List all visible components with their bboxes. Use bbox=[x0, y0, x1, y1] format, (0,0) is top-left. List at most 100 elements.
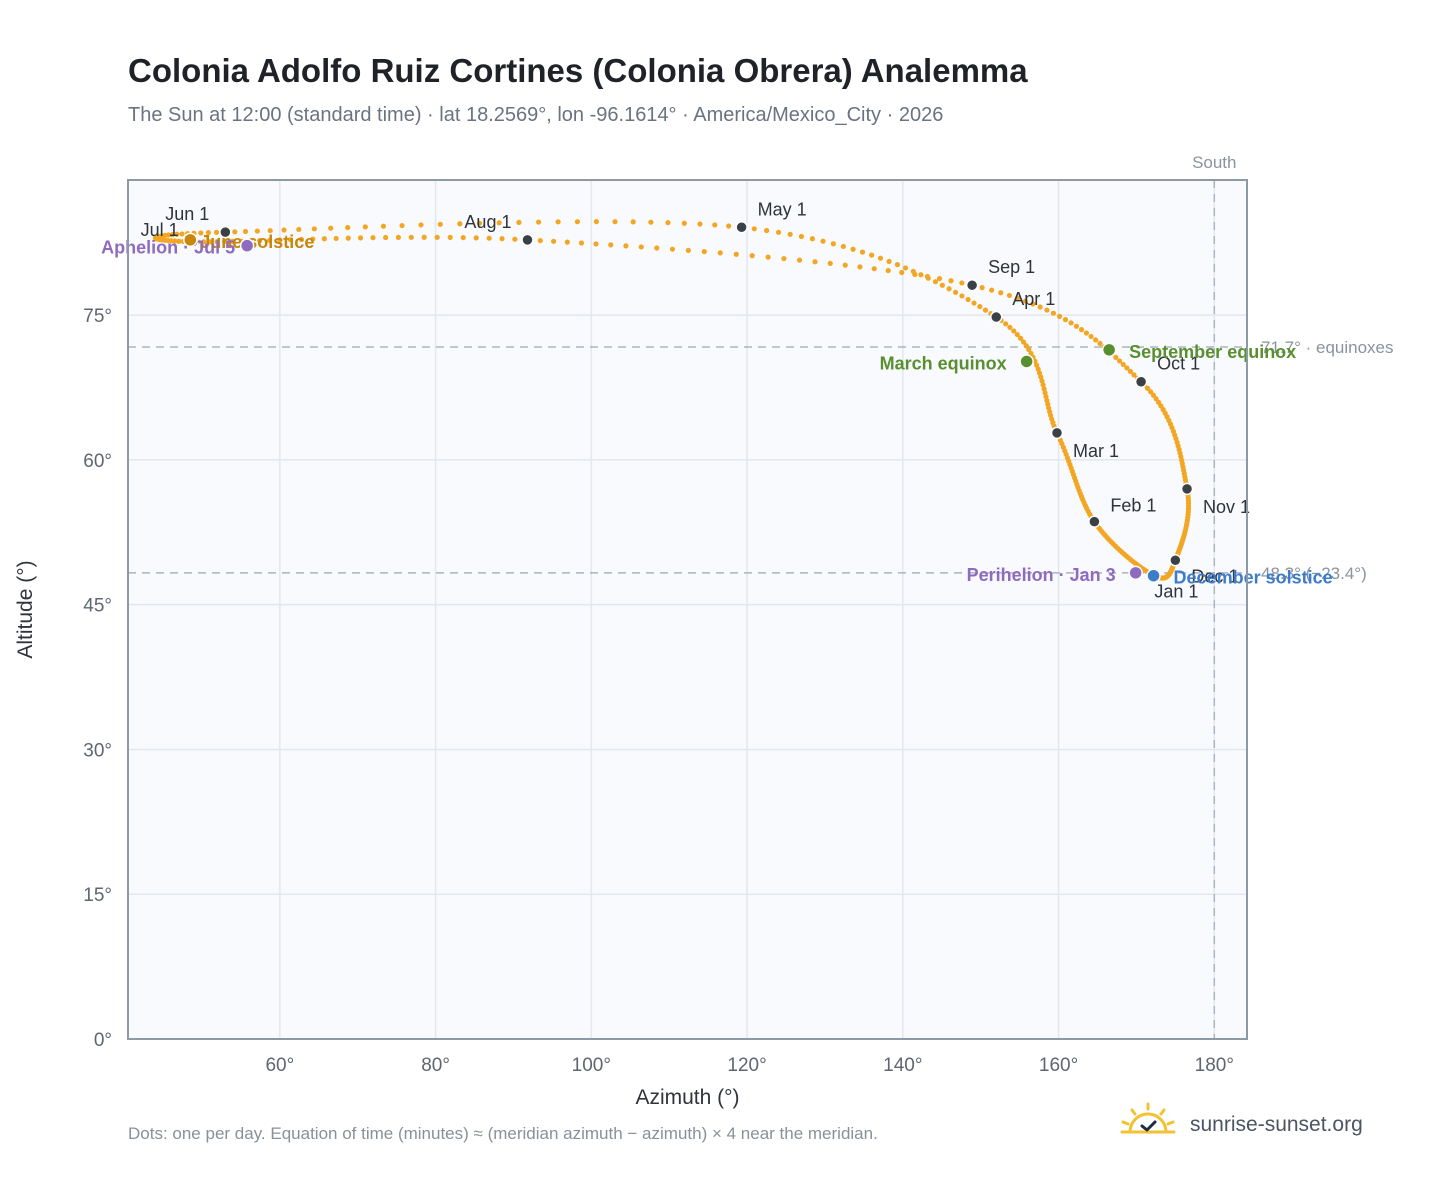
daily-sun-dot bbox=[869, 252, 875, 258]
daily-sun-dot bbox=[1148, 389, 1154, 395]
daily-sun-dot bbox=[1015, 295, 1021, 301]
month-marker bbox=[965, 278, 979, 292]
daily-sun-dot bbox=[885, 267, 891, 274]
daily-sun-dot bbox=[1050, 310, 1057, 316]
daily-sun-dot bbox=[902, 265, 909, 271]
month-marker bbox=[735, 221, 748, 234]
daily-sun-dot bbox=[726, 223, 732, 229]
daily-sun-dot bbox=[254, 228, 260, 234]
daily-sun-dot bbox=[936, 275, 943, 282]
month-label: Jul 1 bbox=[141, 220, 179, 240]
daily-sun-dot bbox=[765, 254, 771, 260]
month-label: Jan 1 bbox=[1154, 582, 1198, 602]
daily-sun-dot bbox=[550, 238, 557, 244]
daily-sun-dot bbox=[362, 224, 368, 230]
y-tick-label: 15° bbox=[83, 885, 112, 906]
daily-sun-dot bbox=[408, 234, 414, 240]
daily-sun-dot bbox=[712, 222, 718, 228]
daily-sun-dot bbox=[665, 220, 671, 226]
x-tick-label: 120° bbox=[727, 1055, 766, 1076]
month-label: Mar 1 bbox=[1073, 441, 1119, 461]
daily-sun-dot bbox=[593, 241, 599, 247]
daily-sun-dot bbox=[1131, 372, 1137, 378]
month-marker bbox=[1088, 515, 1101, 528]
daily-sun-dot bbox=[555, 219, 561, 225]
month-marker bbox=[1134, 375, 1148, 388]
daily-sun-dot bbox=[989, 287, 995, 293]
x-tick-label: 160° bbox=[1039, 1055, 1078, 1076]
event-label: March equinox bbox=[880, 353, 1007, 373]
daily-sun-dot bbox=[1034, 362, 1040, 368]
daily-sun-dot bbox=[1036, 370, 1043, 376]
daily-sun-dot bbox=[1023, 343, 1029, 349]
daily-sun-dot bbox=[174, 231, 180, 237]
daily-sun-dot bbox=[421, 234, 427, 240]
daily-sun-dot bbox=[1006, 292, 1012, 299]
daily-sun-dot bbox=[1145, 385, 1151, 392]
brand-logo[interactable]: sunrise-sunset.org bbox=[1118, 1098, 1418, 1148]
month-label: Feb 1 bbox=[1110, 496, 1156, 516]
daily-sun-dot bbox=[1083, 330, 1090, 336]
daily-sun-dot bbox=[787, 231, 793, 237]
event-label: December solstice bbox=[1174, 568, 1333, 588]
daily-sun-dot bbox=[1043, 393, 1049, 400]
daily-sun-dot bbox=[912, 271, 918, 278]
daily-sun-dot bbox=[952, 289, 959, 295]
daily-sun-dot bbox=[1113, 354, 1119, 361]
event-label: Aphelion · Jul 5 bbox=[101, 238, 235, 258]
event-marker bbox=[1019, 354, 1034, 369]
daily-sun-dot bbox=[623, 243, 629, 249]
daily-sun-dot bbox=[959, 293, 965, 299]
daily-sun-dot bbox=[894, 262, 901, 268]
daily-sun-dot bbox=[179, 231, 185, 237]
month-marker bbox=[1050, 426, 1064, 440]
daily-sun-dot bbox=[1120, 361, 1126, 368]
daily-sun-dot bbox=[593, 219, 599, 225]
daily-sun-dot bbox=[971, 300, 977, 306]
daily-sun-dot bbox=[998, 290, 1004, 296]
month-label: Apr 1 bbox=[1012, 289, 1055, 309]
daily-sun-dot bbox=[796, 257, 803, 263]
daily-sun-dot bbox=[395, 234, 401, 240]
daily-sun-dot bbox=[1014, 331, 1020, 338]
daily-sun-dot bbox=[798, 233, 805, 240]
daily-sun-dot bbox=[1039, 378, 1045, 384]
event-label: Perihelion · Jan 3 bbox=[967, 565, 1116, 585]
plot-area bbox=[128, 180, 1247, 1039]
daily-sun-dot bbox=[638, 244, 644, 250]
month-label: May 1 bbox=[758, 199, 807, 219]
event-marker bbox=[1101, 342, 1117, 358]
meridian-label: South bbox=[1192, 153, 1236, 172]
daily-sun-dot bbox=[669, 246, 676, 252]
daily-sun-dot bbox=[230, 238, 236, 245]
daily-sun-dot bbox=[370, 235, 376, 241]
daily-sun-dot bbox=[899, 269, 905, 276]
daily-sun-dot bbox=[948, 278, 954, 284]
x-tick-label: 80° bbox=[421, 1055, 450, 1076]
daily-sun-dot bbox=[1068, 320, 1074, 326]
daily-sun-dot bbox=[1092, 337, 1099, 343]
daily-sun-dot bbox=[512, 236, 518, 242]
daily-sun-dot bbox=[476, 220, 483, 226]
daily-sun-dot bbox=[496, 220, 502, 226]
daily-sun-dot bbox=[1056, 313, 1063, 319]
daily-sun-dot bbox=[311, 226, 317, 232]
daily-sun-dot bbox=[310, 236, 316, 242]
daily-sun-dot bbox=[281, 227, 287, 233]
daily-sun-dot bbox=[176, 238, 182, 244]
daily-sun-dot bbox=[207, 239, 213, 245]
daily-sun-dot bbox=[201, 239, 207, 245]
daily-sun-dot bbox=[242, 228, 249, 235]
chart-title: Colonia Adolfo Ruiz Cortines (Colonia Ob… bbox=[128, 52, 1028, 89]
daily-sun-dot bbox=[733, 251, 739, 257]
daily-sun-dot bbox=[499, 236, 505, 242]
daily-sun-dot bbox=[198, 230, 204, 236]
sun-check-icon bbox=[1120, 1102, 1176, 1134]
daily-sun-dot bbox=[257, 238, 263, 244]
month-label: Aug 1 bbox=[464, 212, 511, 232]
daily-sun-dot bbox=[1020, 339, 1027, 345]
daily-sun-dot bbox=[977, 303, 983, 310]
daily-sun-dot bbox=[1030, 301, 1036, 307]
daily-sun-dot bbox=[1097, 340, 1103, 346]
daily-sun-dot bbox=[486, 235, 492, 241]
